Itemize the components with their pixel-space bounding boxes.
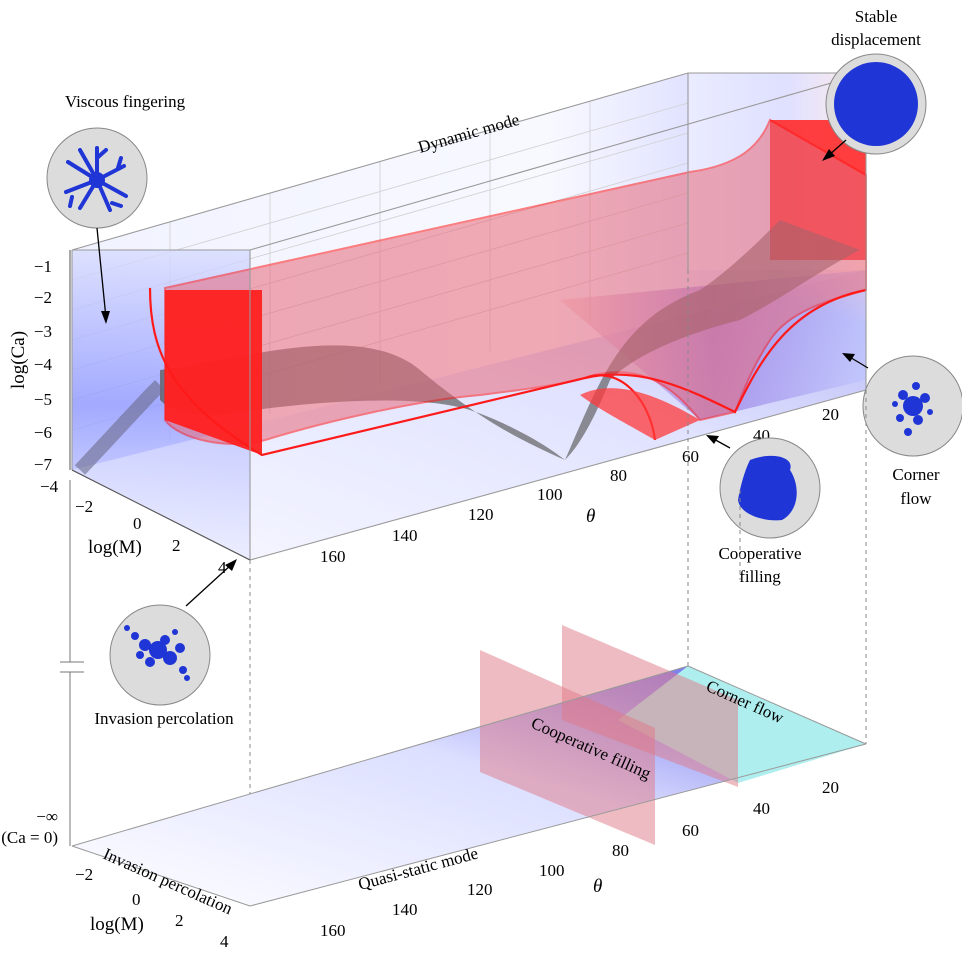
corner-flow-inset	[862, 355, 962, 457]
ca-tick: −3	[34, 322, 52, 341]
cooperative-label-1: Cooperative	[718, 544, 801, 563]
viscous-arrow	[96, 227, 107, 319]
cooperative-sheet-2	[562, 625, 738, 787]
gray-ridge	[74, 380, 165, 475]
viscous-fingering-inset	[46, 127, 148, 229]
cooperative-label-2: filling	[739, 567, 781, 586]
m-tick: 0	[133, 514, 142, 533]
theta-tick-bottom: 120	[467, 880, 493, 899]
m-tick: 2	[172, 536, 181, 555]
stable-label-2: displacement	[831, 30, 921, 49]
invasion-arrowhead	[225, 559, 237, 571]
ca-axis-label: log(Ca)	[8, 331, 29, 389]
ca-tick: −7	[34, 455, 53, 474]
bottom-axes: −∞ (Ca = 0) −2 0 2 4 log(M) 160 140 120 …	[1, 778, 839, 951]
ca-tick: −1	[34, 257, 52, 276]
red-block	[165, 290, 262, 455]
stable-label-1: Stable	[855, 7, 898, 26]
m-tick-bottom: −2	[75, 865, 93, 884]
red-blob	[580, 388, 700, 440]
ca-axis: −1 −2 −3 −4 −5 −6 −7 log(Ca)	[8, 250, 71, 474]
corner-flow-label-1: Corner	[892, 465, 940, 484]
theta-tick: 60	[682, 447, 699, 466]
theta-tick-bottom: 80	[612, 841, 629, 860]
ca-infinity-tick: −∞	[36, 807, 58, 826]
cooperative-sheet-1	[480, 650, 655, 845]
m-tick: −2	[75, 497, 93, 516]
theta-tick: 100	[537, 485, 563, 504]
theta-tick-bottom: 60	[682, 821, 699, 840]
theta-tick-bottom: 160	[320, 921, 346, 940]
theta-tick-bottom: 100	[539, 861, 565, 880]
m-axis-top: −4 −2 0 2 4 log(M)	[40, 469, 251, 577]
corner-flow-label-2: flow	[900, 489, 932, 508]
theta-tick: 120	[468, 505, 494, 524]
stable-arrowhead	[822, 149, 835, 161]
theta-tick: 160	[320, 547, 346, 566]
m-tick-bottom: 2	[175, 911, 184, 930]
cooperative-arrowhead	[706, 435, 719, 444]
theta-tick-bottom: 140	[392, 900, 418, 919]
theta-tick-bottom: 20	[822, 778, 839, 797]
ca-tick: −2	[34, 288, 52, 307]
theta-axis-label-bottom: θ	[593, 876, 602, 897]
dynamic-mode-box	[71, 72, 867, 561]
m-tick: −4	[40, 477, 59, 496]
theta-tick: 20	[822, 405, 839, 424]
theta-tick: 140	[392, 526, 418, 545]
m-tick-bottom: 0	[132, 890, 141, 909]
axis-break	[60, 480, 84, 846]
ca-tick: −6	[34, 423, 52, 442]
invasion-percolation-label: Invasion percolation	[94, 709, 234, 728]
theta-axis-top: 160 140 120 100 80 60 40 20 θ	[320, 405, 839, 566]
viscous-arrowhead	[101, 311, 110, 324]
ca-tick: −5	[34, 390, 52, 409]
invasion-arrow	[185, 563, 233, 607]
cooperative-filling-inset	[719, 437, 821, 539]
invasion-percolation-inset	[109, 604, 211, 706]
viscous-fingering-label: Viscous fingering	[65, 92, 186, 111]
theta-tick: 80	[610, 466, 627, 485]
ca-tick: −4	[34, 355, 53, 374]
theta-axis-label: θ	[586, 506, 595, 527]
red-edge-2	[584, 288, 867, 414]
stable-displacement-inset	[825, 53, 927, 155]
m-axis-label: log(M)	[88, 537, 142, 558]
m-tick-bottom: 4	[220, 932, 229, 951]
ca-zero-tick: (Ca = 0)	[1, 828, 58, 847]
m-axis-label-bottom: log(M)	[90, 914, 144, 935]
m-tick: 4	[218, 558, 227, 577]
quasi-static-plane: Corner flow Cooperative filling Invasion…	[71, 625, 867, 919]
corner-flow-arrowhead	[842, 353, 855, 362]
theta-tick-bottom: 40	[753, 799, 770, 818]
